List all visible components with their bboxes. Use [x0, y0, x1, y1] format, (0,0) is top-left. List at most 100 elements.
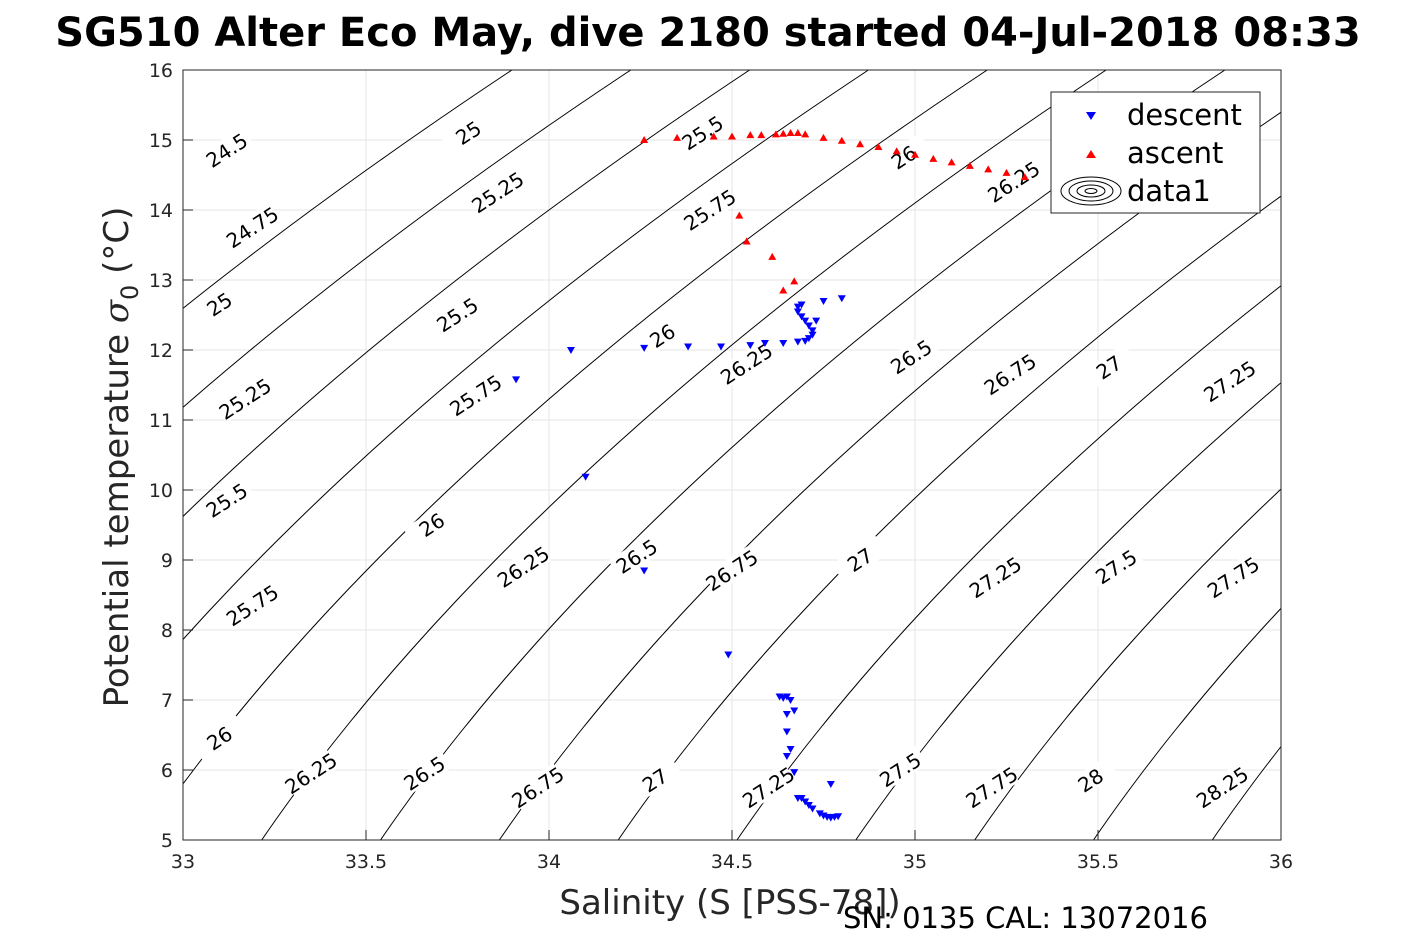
isopycnal-line [1322, 56, 1417, 854]
y-tick-label: 11 [149, 410, 173, 432]
contour-label-bg [216, 374, 273, 422]
contour-label: 25 [440, 108, 496, 156]
contour-label-bg [634, 311, 690, 359]
ascent-point [965, 161, 974, 169]
legend-descent: descent [1127, 98, 1242, 132]
contour-label-bg [1087, 542, 1144, 590]
contour-label: 26 [403, 500, 460, 548]
ascent-point [801, 130, 810, 138]
contour-label-bg [740, 763, 796, 811]
isopycnal-line [183, 70, 989, 785]
contour-label-bg [1062, 756, 1118, 804]
contour-label: 24.5 [198, 126, 255, 174]
descent-point [640, 344, 649, 352]
contour-label-bg [191, 280, 247, 328]
descent-point [801, 337, 810, 345]
contour-label-bg [985, 157, 1042, 205]
contour-label-bg [224, 203, 280, 251]
descent-point [826, 781, 835, 788]
isopycnal-line [617, 195, 1281, 840]
ascent-point [673, 133, 682, 141]
ascent-point [911, 150, 919, 158]
contour-label-text: 26.25 [281, 748, 342, 799]
ascent-point [819, 133, 828, 141]
contour-label-bg [681, 185, 738, 233]
descent-point [837, 295, 846, 303]
contour-label: 25 [191, 280, 247, 328]
contour-label: 26.25 [983, 156, 1044, 207]
ascent-point [768, 252, 777, 260]
ascent-point [640, 136, 649, 143]
descent-point [760, 340, 769, 347]
contour-label-bg [718, 339, 774, 387]
contour-label: 26.5 [396, 749, 452, 797]
descent-point [815, 810, 824, 818]
y-tick-label: 6 [161, 760, 173, 782]
descent-point [793, 338, 802, 346]
ascent-point [892, 147, 901, 155]
contour-label-text: 27.25 [1199, 356, 1260, 407]
contour-label-bg [1080, 343, 1137, 391]
contour-label: 27 [626, 756, 683, 804]
contour-label: 26.5 [882, 332, 939, 380]
ascent-point [742, 237, 751, 245]
contour-legend-icon [1060, 176, 1122, 206]
x-tick-label: 36 [1269, 851, 1293, 873]
descent-point [746, 342, 755, 350]
descent-point [782, 753, 791, 760]
contour-label-bg [963, 763, 1020, 811]
isopycnal-line [855, 382, 1281, 840]
contour-label-bg [224, 581, 280, 629]
contour-label: 27 [1080, 343, 1137, 391]
descent-point [797, 301, 806, 309]
contour-label: 27.25 [1199, 356, 1260, 407]
ascent-point [793, 129, 802, 136]
ascent-point [790, 277, 799, 285]
contour-label: 26.25 [716, 338, 777, 389]
descent-point [801, 317, 810, 325]
ascent-point [735, 211, 744, 219]
contour-label-bg [198, 126, 255, 174]
contour-labels: 24.524.752525.2525.525.752626.252525.252… [191, 108, 1264, 813]
legend[interactable]: descent ascent data1 [1050, 91, 1261, 214]
descent-point [804, 322, 813, 330]
contour-label: 26.5 [608, 532, 665, 580]
descent-point [790, 707, 799, 715]
contour-label-text: 25.25 [215, 373, 276, 424]
contour-label-bg [440, 108, 496, 156]
contour-label-bg [495, 542, 551, 590]
x-tick-label: 35.5 [1077, 851, 1119, 873]
x-axis-label: Salinity (S [PSS-78]) [559, 883, 900, 923]
ascent-point [779, 286, 788, 294]
descent-series [512, 295, 846, 822]
descent-point [581, 473, 590, 481]
contour-label-text: 26.25 [493, 541, 554, 592]
descent-point [808, 805, 817, 813]
contour-label-bg [1201, 357, 1258, 405]
chart-title: SG510 Alter Eco May, dive 2180 started 0… [55, 10, 1360, 56]
isopycnal-line [736, 285, 1281, 840]
descent-point [786, 746, 795, 753]
descent-point [724, 651, 733, 659]
ascent-point [709, 132, 718, 140]
isopycnal-line [183, 70, 870, 641]
x-tick-label: 33 [171, 851, 195, 873]
contour-label-bg [981, 350, 1038, 398]
ascent-point [1002, 168, 1011, 176]
ascent-series [640, 129, 1029, 294]
contour-label: 25.75 [679, 184, 740, 235]
y-tick-label: 9 [161, 550, 173, 572]
descent-point [793, 308, 802, 316]
ascent-point [837, 136, 846, 144]
contour-label-bg [703, 546, 760, 594]
contour-label-text: 25.75 [445, 370, 506, 421]
contour-label-bg [831, 535, 888, 583]
isopycnal-line [183, 70, 513, 309]
ascent-point [929, 154, 938, 162]
contour-label: 25.75 [445, 370, 506, 421]
contour-label: 25.25 [215, 373, 276, 424]
contour-label-bg [875, 133, 932, 181]
descent-point [797, 795, 806, 802]
y-tick-label: 10 [149, 480, 173, 502]
contour-label-text: 25.75 [679, 184, 740, 235]
